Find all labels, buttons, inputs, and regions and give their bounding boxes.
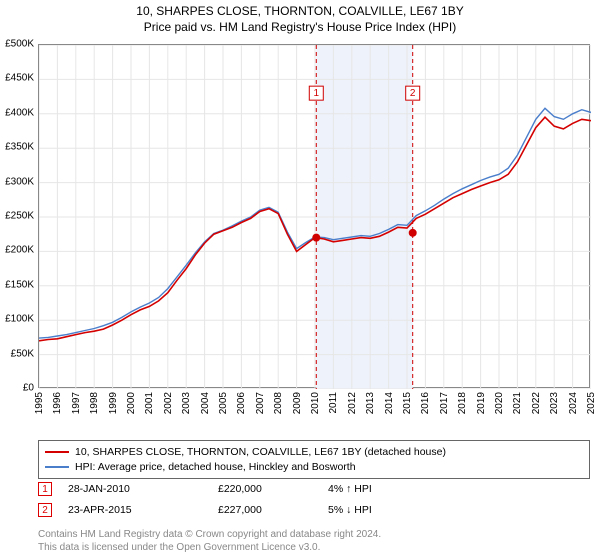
y-tick-label: £350K <box>5 142 34 153</box>
x-tick-label: 2019 <box>476 392 487 414</box>
chart-container: 10, SHARPES CLOSE, THORNTON, COALVILLE, … <box>0 0 600 560</box>
y-tick-label: £500K <box>5 39 34 50</box>
legend-row: 10, SHARPES CLOSE, THORNTON, COALVILLE, … <box>45 445 583 460</box>
x-tick-label: 2005 <box>218 392 229 414</box>
x-tick-label: 2014 <box>384 392 395 414</box>
x-tick-label: 1999 <box>108 392 119 414</box>
y-tick-label: £200K <box>5 245 34 256</box>
x-tick-label: 2004 <box>200 392 211 414</box>
legend-swatch <box>45 451 69 453</box>
x-tick-label: 1995 <box>34 392 45 414</box>
chart-area: 12 <box>38 44 590 388</box>
y-tick-label: £0 <box>23 383 34 394</box>
footnote-line: Contains HM Land Registry data © Crown c… <box>38 528 590 541</box>
y-tick-label: £400K <box>5 107 34 118</box>
x-tick-label: 2011 <box>328 392 339 414</box>
footnote: Contains HM Land Registry data © Crown c… <box>38 528 590 554</box>
x-tick-label: 1997 <box>71 392 82 414</box>
legend-box: 10, SHARPES CLOSE, THORNTON, COALVILLE, … <box>38 440 590 479</box>
x-tick-label: 2000 <box>126 392 137 414</box>
x-tick-label: 2018 <box>457 392 468 414</box>
legend-row: HPI: Average price, detached house, Hinc… <box>45 460 583 475</box>
title-subtitle: Price paid vs. HM Land Registry's House … <box>0 20 600 34</box>
y-tick-label: £150K <box>5 279 34 290</box>
x-tick-label: 2012 <box>347 392 358 414</box>
x-tick-label: 2007 <box>255 392 266 414</box>
x-tick-label: 2020 <box>494 392 505 414</box>
transaction-price: £227,000 <box>218 504 328 516</box>
transaction-row: 1 28-JAN-2010 £220,000 4% ↑ HPI <box>38 482 590 496</box>
y-tick-label: £450K <box>5 73 34 84</box>
transaction-pct: 4% ↑ HPI <box>328 483 372 495</box>
y-tick-label: £100K <box>5 314 34 325</box>
x-tick-label: 2015 <box>402 392 413 414</box>
y-tick-label: £300K <box>5 176 34 187</box>
x-tick-label: 1996 <box>52 392 63 414</box>
chart-svg: 12 <box>39 45 591 389</box>
x-tick-label: 2013 <box>365 392 376 414</box>
x-tick-label: 2009 <box>292 392 303 414</box>
x-tick-label: 2022 <box>531 392 542 414</box>
x-tick-label: 2003 <box>181 392 192 414</box>
transaction-price: £220,000 <box>218 483 328 495</box>
x-tick-label: 2021 <box>512 392 523 414</box>
x-tick-label: 2023 <box>549 392 560 414</box>
footnote-line: This data is licensed under the Open Gov… <box>38 541 590 554</box>
x-tick-label: 2010 <box>310 392 321 414</box>
transaction-row: 2 23-APR-2015 £227,000 5% ↓ HPI <box>38 503 590 517</box>
transaction-pct: 5% ↓ HPI <box>328 504 372 516</box>
transaction-badge: 2 <box>38 503 52 517</box>
svg-text:2: 2 <box>410 88 416 99</box>
x-tick-label: 2025 <box>586 392 597 414</box>
x-tick-label: 2001 <box>144 392 155 414</box>
chart-wrap: 12 £0£50K£100K£150K£200K£250K£300K£350K£… <box>38 44 590 414</box>
title-address: 10, SHARPES CLOSE, THORNTON, COALVILLE, … <box>0 4 600 18</box>
y-tick-label: £250K <box>5 211 34 222</box>
legend-label: 10, SHARPES CLOSE, THORNTON, COALVILLE, … <box>75 445 446 460</box>
y-tick-label: £50K <box>11 348 34 359</box>
x-tick-label: 1998 <box>89 392 100 414</box>
legend-swatch <box>45 466 69 468</box>
title-block: 10, SHARPES CLOSE, THORNTON, COALVILLE, … <box>0 0 600 34</box>
transaction-date: 23-APR-2015 <box>68 504 218 516</box>
x-tick-label: 2008 <box>273 392 284 414</box>
transaction-badge: 1 <box>38 482 52 496</box>
transaction-date: 28-JAN-2010 <box>68 483 218 495</box>
x-tick-label: 2006 <box>236 392 247 414</box>
x-tick-label: 2017 <box>439 392 450 414</box>
x-tick-label: 2024 <box>568 392 579 414</box>
x-tick-label: 2002 <box>163 392 174 414</box>
legend-label: HPI: Average price, detached house, Hinc… <box>75 460 356 475</box>
svg-text:1: 1 <box>314 88 320 99</box>
x-tick-label: 2016 <box>420 392 431 414</box>
